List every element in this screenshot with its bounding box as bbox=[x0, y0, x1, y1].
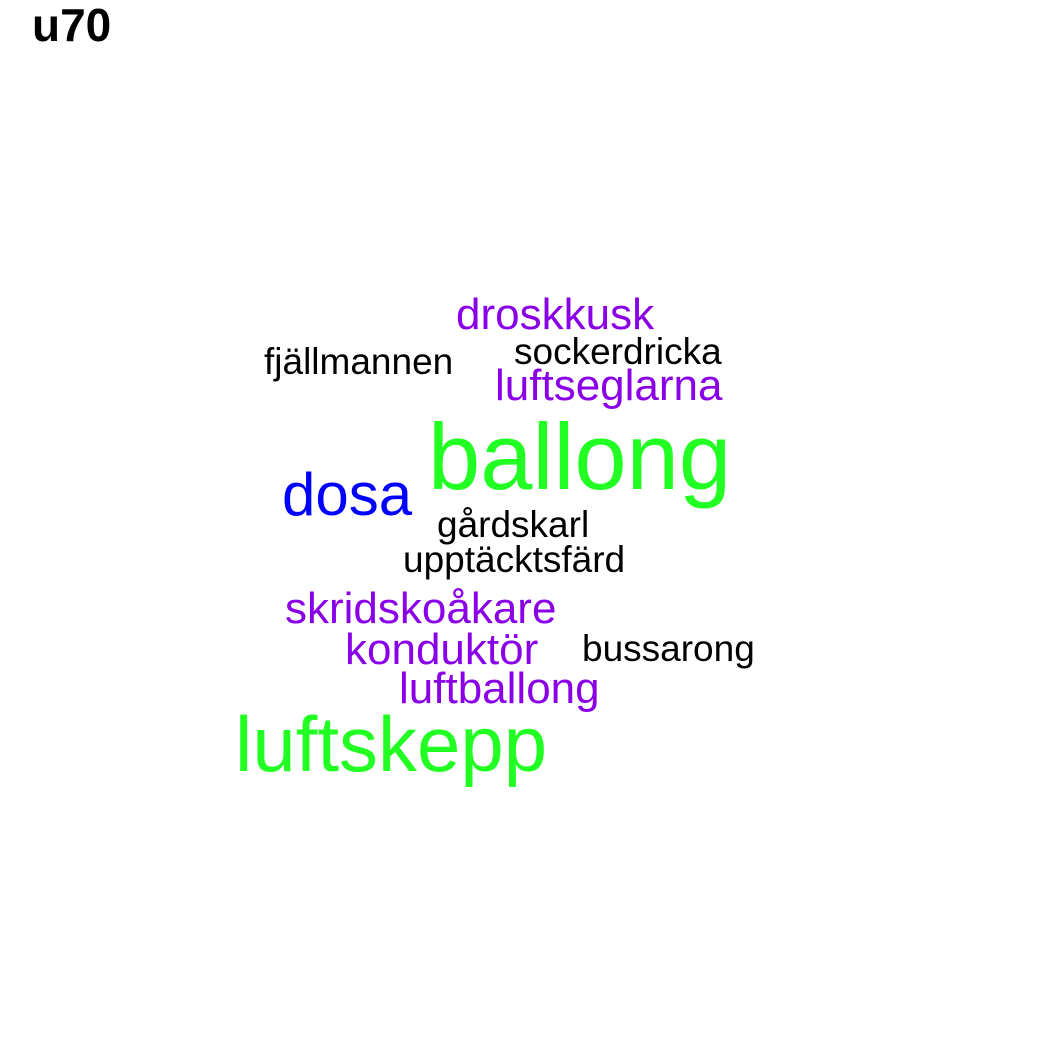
word-konduktor: konduktör bbox=[345, 625, 539, 674]
word-luftseglarna: luftseglarna bbox=[495, 361, 723, 410]
word-gardskarl: gårdskarl bbox=[437, 504, 590, 545]
word-bussarong: bussarong bbox=[582, 628, 755, 669]
word-dosa: dosa bbox=[282, 461, 413, 528]
word-skridskoakare: skridskoåkare bbox=[285, 584, 557, 633]
word-luftballong: luftballong bbox=[399, 664, 600, 713]
word-fjallmannen: fjällmannen bbox=[264, 341, 454, 382]
word-upptacktsfard: upptäcktsfärd bbox=[403, 539, 626, 580]
word-ballong: ballong bbox=[428, 404, 732, 509]
cloud-title: u70 bbox=[32, 0, 112, 51]
word-luftskepp: luftskepp bbox=[235, 700, 548, 788]
word-droskkusk: droskkusk bbox=[456, 290, 655, 339]
word-sockerdricka: sockerdricka bbox=[514, 331, 722, 372]
